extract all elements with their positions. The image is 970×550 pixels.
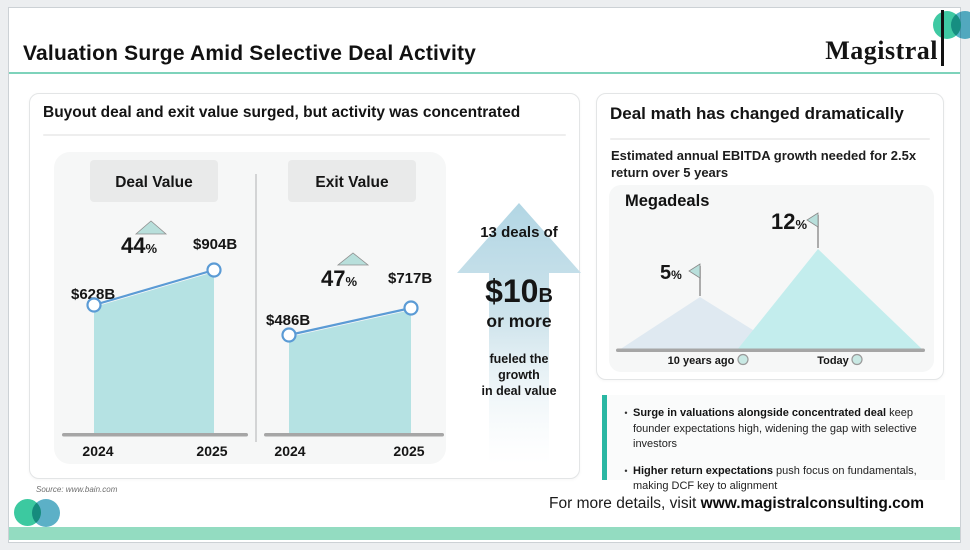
deal-area-fill xyxy=(94,272,214,433)
title-divider xyxy=(9,72,960,74)
deal-trend-line xyxy=(93,268,215,307)
exit-growth-triangle-icon xyxy=(336,252,370,266)
old-axis-label: 10 years ago xyxy=(668,355,735,367)
megadeals-baseline xyxy=(616,348,925,352)
flag-pennant-today-icon xyxy=(806,212,819,228)
website-link[interactable]: www.magistralconsulting.com xyxy=(700,495,924,512)
left-card-divider xyxy=(43,134,566,136)
bullet-icon: • xyxy=(624,408,628,418)
deal-value-label-box xyxy=(90,160,218,202)
logo-vertical-bar xyxy=(941,10,944,66)
deal-start-value: $628B xyxy=(71,286,115,303)
deal-end-value: $904B xyxy=(193,236,237,253)
old-growth-value: 5% xyxy=(660,262,682,284)
takeaways-box: • Surge in valuations alongside concentr… xyxy=(602,395,945,492)
bottom-accent-bar xyxy=(9,527,960,540)
today-growth-value: 12% xyxy=(771,209,807,234)
flag-pennant-old-icon xyxy=(688,263,701,279)
mountain-today xyxy=(737,249,923,350)
arrow-amount-text: $10B xyxy=(485,273,553,309)
value-charts-svg: Deal Value 44% $904B $628B 2024 2025 Exi… xyxy=(62,160,444,459)
deal-value-label: Deal Value xyxy=(115,174,193,191)
footer-circle-blue-icon xyxy=(32,499,60,527)
deal-point-2025 xyxy=(206,262,222,278)
arrow-note-text: fueled the growth in deal value xyxy=(481,352,557,398)
value-charts-panel: Deal Value 44% $904B $628B 2024 2025 Exi… xyxy=(54,152,446,464)
deal-baseline xyxy=(62,433,248,437)
deal-growth-value: 44% xyxy=(121,233,157,258)
mountain-10-years-ago xyxy=(619,297,785,350)
exit-year-start: 2024 xyxy=(274,443,305,459)
deal-growth-triangle-icon xyxy=(134,220,168,235)
logo-circle-blue-icon xyxy=(951,11,970,39)
magistral-logo: Magistral xyxy=(740,8,970,72)
right-card-subtitle: Estimated annual EBITDA growth needed fo… xyxy=(611,148,917,181)
takeaway-2: Higher return expectations push focus on… xyxy=(633,464,917,493)
old-axis-marker-icon xyxy=(737,353,749,366)
source-note: Source: www.bain.com xyxy=(36,485,118,494)
megadeals-svg: 5% 12% 10 years ago Today xyxy=(616,209,925,367)
bullet-icon: • xyxy=(624,465,628,476)
cta-line: For more details, visit www.magistralcon… xyxy=(549,495,924,512)
exit-end-value: $717B xyxy=(388,270,432,287)
buyout-exit-card: Buyout deal and exit value surged, but a… xyxy=(29,93,581,479)
arrow-intro-text: 13 deals of xyxy=(480,224,558,241)
up-arrow-icon xyxy=(457,203,581,465)
page-title: Valuation Surge Amid Selective Deal Acti… xyxy=(23,42,477,65)
takeaway-1: Surge in valuations alongside concentrat… xyxy=(633,407,917,451)
today-axis-label: Today xyxy=(817,355,849,367)
exit-point-2024 xyxy=(281,327,297,343)
exit-start-value: $486B xyxy=(266,312,310,329)
exit-area-fill xyxy=(289,310,411,433)
exit-baseline xyxy=(264,433,444,437)
today-axis-marker-icon xyxy=(851,353,863,366)
list-item: • Higher return expectations push focus … xyxy=(619,464,935,495)
megadeals-panel: Megadeals 5% 12% 10 years ago Today xyxy=(609,185,934,372)
list-item: • Surge in valuations alongside concentr… xyxy=(619,406,935,453)
left-card-heading: Buyout deal and exit value surged, but a… xyxy=(43,104,521,121)
deal-math-card: Deal math has changed dramatically Estim… xyxy=(596,93,944,380)
exit-value-label: Exit Value xyxy=(315,174,389,191)
right-card-heading: Deal math has changed dramatically xyxy=(610,104,904,123)
deal-year-start: 2024 xyxy=(82,443,113,459)
exit-point-2025 xyxy=(403,300,419,316)
exit-value-label-box xyxy=(288,160,416,202)
slide-page: Valuation Surge Amid Selective Deal Acti… xyxy=(8,7,970,543)
arrow-qualifier-text: or more xyxy=(486,311,552,331)
exit-trend-line xyxy=(288,306,412,337)
growth-arrow: 13 deals of $10B or more fueled the grow… xyxy=(457,203,581,469)
deal-year-end: 2025 xyxy=(196,443,227,459)
exit-year-end: 2025 xyxy=(393,443,424,459)
deal-point-2024 xyxy=(86,297,102,313)
logo-wordmark: Magistral xyxy=(825,36,938,65)
megadeals-title: Megadeals xyxy=(625,192,710,210)
exit-growth-value: 47% xyxy=(321,266,357,291)
right-card-divider xyxy=(610,138,930,140)
